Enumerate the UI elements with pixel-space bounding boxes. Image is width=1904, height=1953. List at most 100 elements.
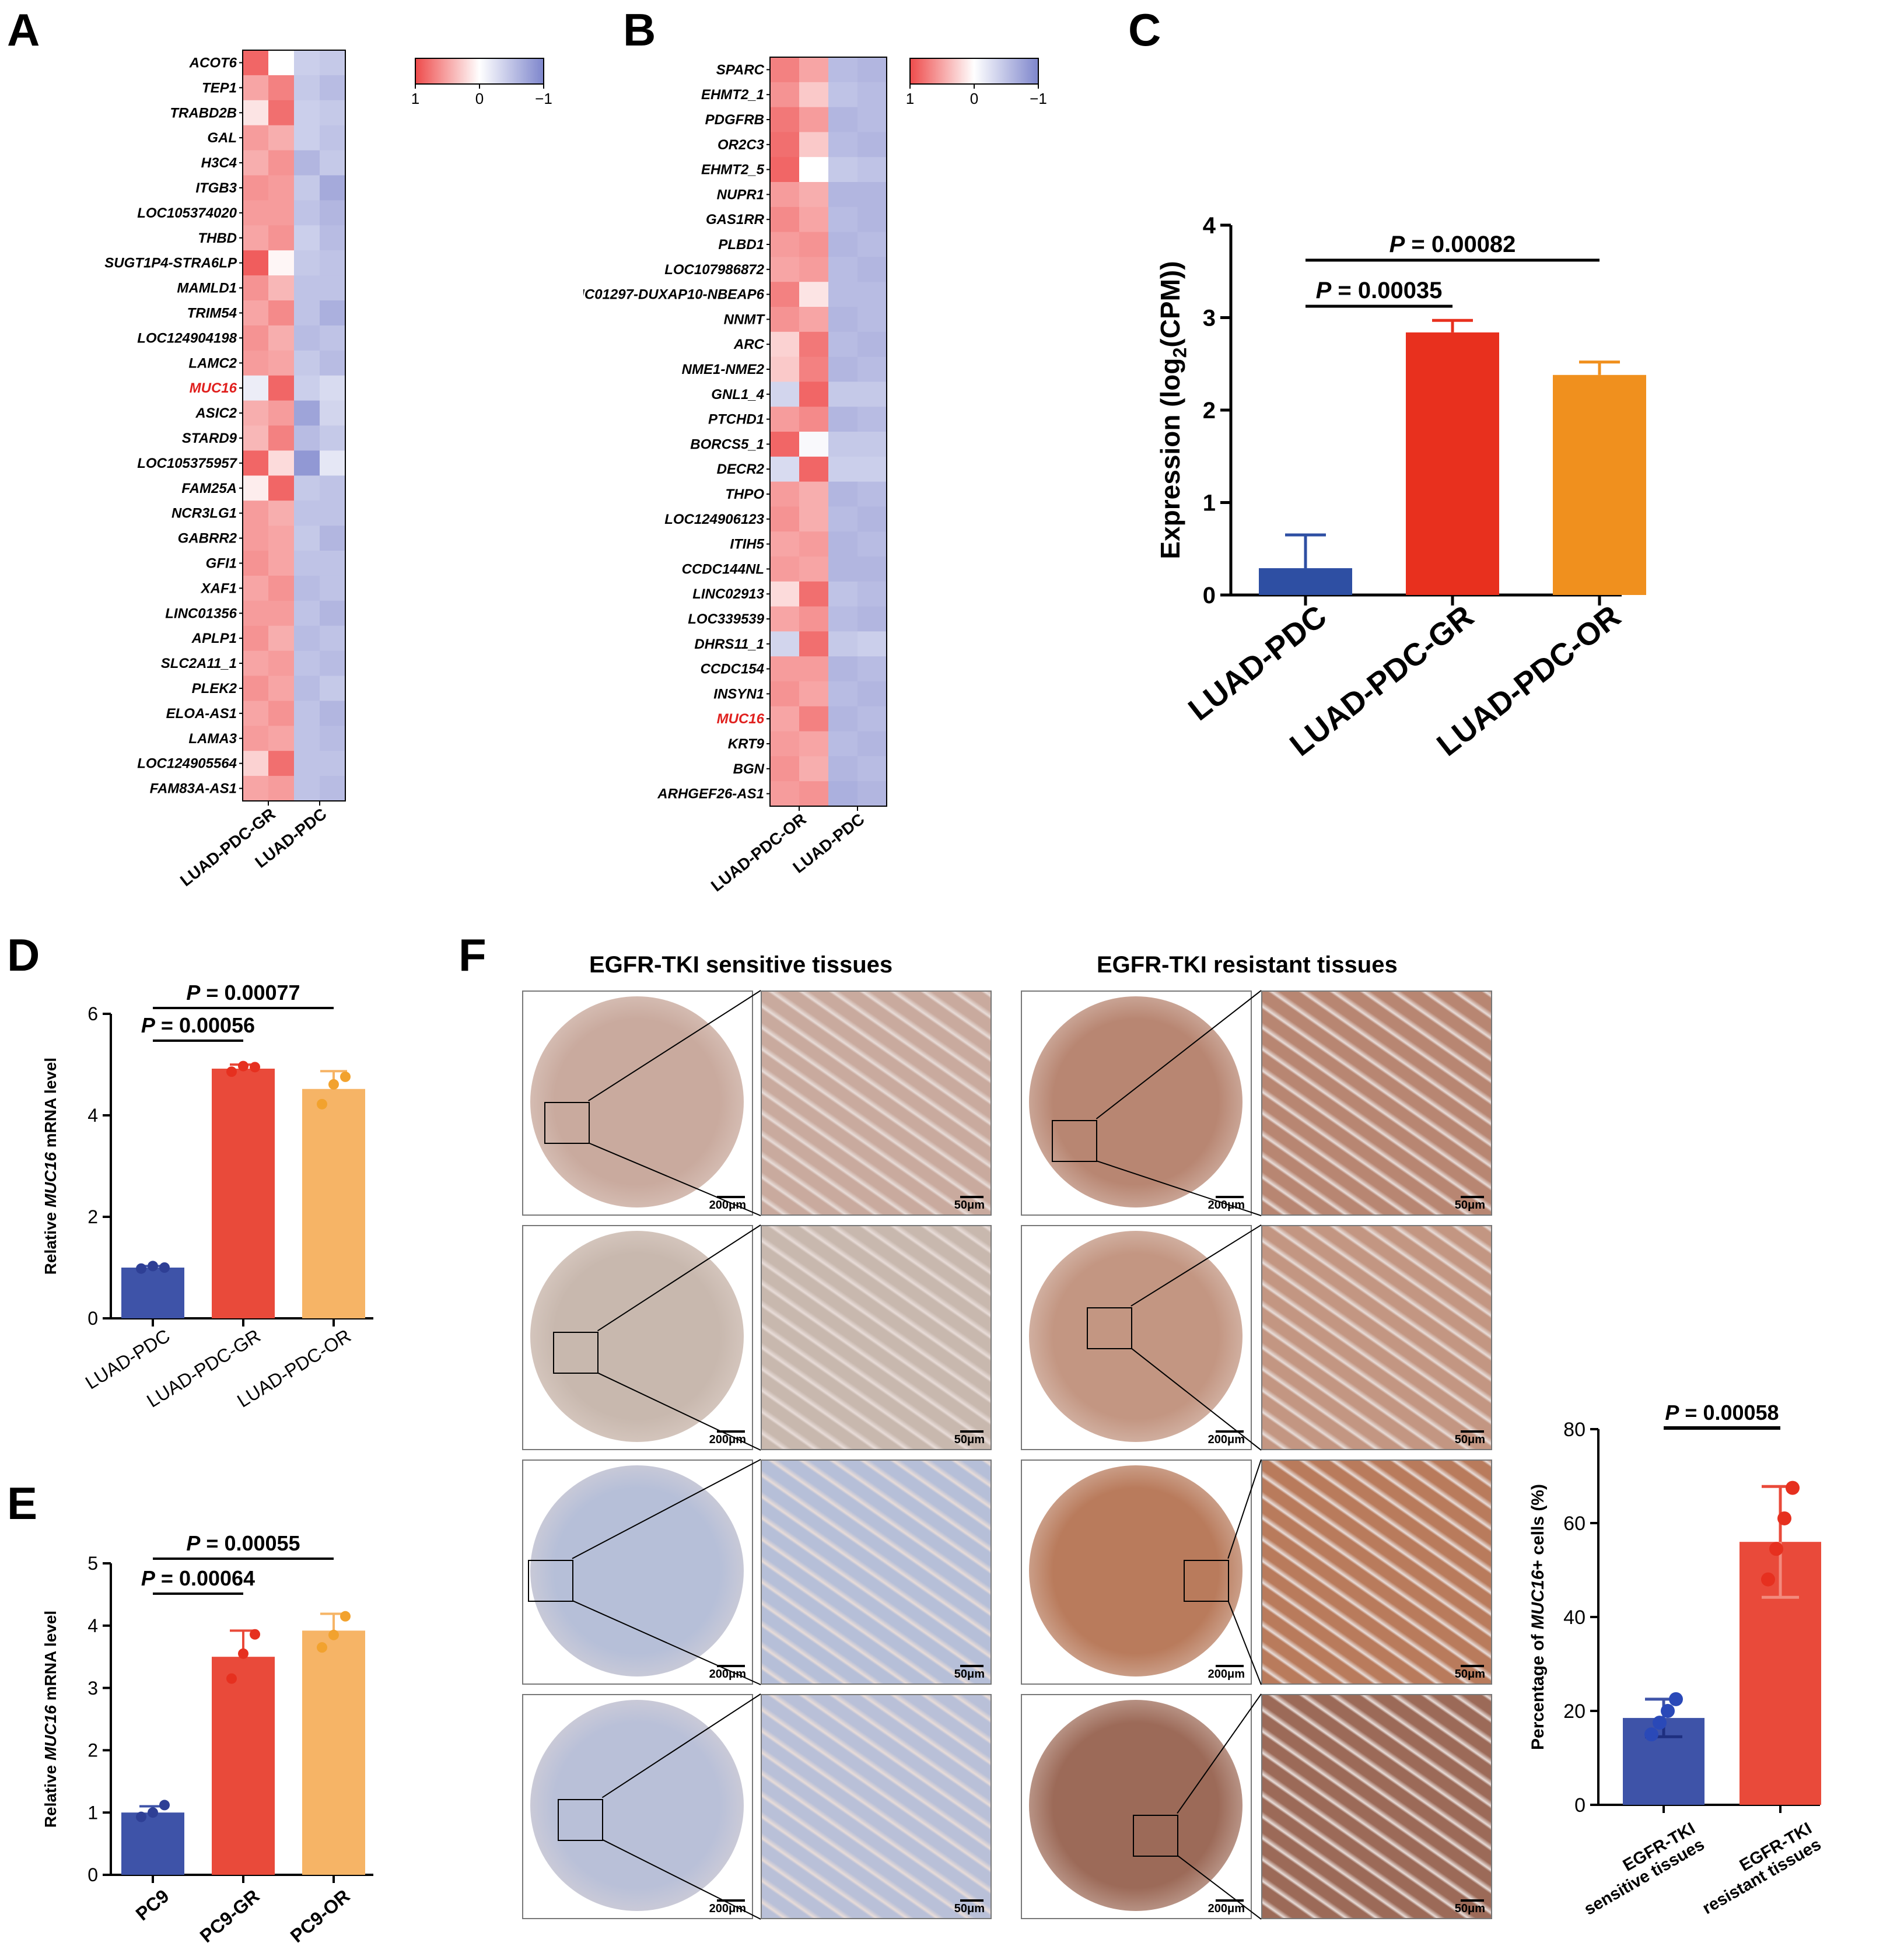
- heatmap-cell: [770, 282, 800, 307]
- heatmap-cell: [770, 107, 800, 132]
- heatmap-cell: [828, 382, 858, 407]
- heatmap-cell: [858, 556, 887, 582]
- heatmap-cell: [268, 650, 295, 676]
- heatmap-cell: [320, 250, 346, 276]
- colorbar-tick-label: −1: [1030, 90, 1047, 107]
- heatmap-cell: [828, 182, 858, 208]
- heatmap-row-label: H3C4: [201, 155, 237, 171]
- heatmap-border: [242, 50, 346, 802]
- heatmap-cell: [294, 100, 320, 126]
- heatmap-cell: [268, 200, 295, 226]
- heatmap-cell: [294, 200, 320, 226]
- y-tick-label: 2: [1203, 398, 1216, 424]
- heatmap-cell: [243, 325, 269, 351]
- colorbar-tick-label: 1: [906, 90, 914, 107]
- heatmap-cell: [243, 676, 269, 701]
- heatmap-cell: [320, 701, 346, 726]
- heatmap-cell: [828, 82, 858, 108]
- y-tick-label: 0: [88, 1308, 98, 1329]
- heatmap-cell: [320, 551, 346, 576]
- heatmap-cell: [320, 575, 346, 601]
- heatmap-cell: [320, 726, 346, 751]
- heatmap-cell: [294, 450, 320, 476]
- heatmap-row-label: FAM83A-AS1: [150, 781, 237, 797]
- bar: [121, 1268, 184, 1318]
- heatmap-cell: [799, 257, 829, 282]
- tissue-core: [1029, 1231, 1242, 1442]
- x-category-label: LUAD-PDC: [1182, 598, 1333, 727]
- scale-bar: [1216, 1665, 1244, 1667]
- heatmap-cell: [828, 681, 858, 707]
- heatmap-cell: [799, 731, 829, 757]
- heatmap-cell: [770, 781, 800, 807]
- heatmap-row-label: ASIC2: [195, 405, 237, 421]
- tissue-core: [1029, 996, 1242, 1208]
- heatmap-cell: [268, 150, 295, 176]
- heatmap-cell: [294, 350, 320, 376]
- scale-bar-label: 200μm: [709, 1668, 746, 1681]
- scale-bar: [960, 1665, 984, 1667]
- ihc-overview-image: 200μm: [522, 1460, 753, 1685]
- heatmap-row-label: LOC105374020: [137, 205, 237, 221]
- heatmap-cell: [243, 300, 269, 326]
- data-point: [136, 1263, 146, 1274]
- heatmap-cell: [243, 75, 269, 101]
- y-tick-label: 3: [88, 1678, 98, 1699]
- heatmap-cell: [828, 307, 858, 332]
- heatmap-row-label: SUGT1P4-STRA6LP: [104, 256, 237, 271]
- heatmap-row-label: ITIH5: [730, 537, 764, 552]
- scale-bar: [717, 1665, 745, 1667]
- heatmap-cell: [828, 631, 858, 657]
- heatmap-border: [769, 57, 887, 807]
- heatmap-row-label: TEP1: [202, 80, 237, 96]
- bar: [212, 1068, 275, 1318]
- heatmap-cell: [770, 531, 800, 557]
- heatmap-cell: [243, 100, 269, 126]
- scale-bar-label: 50μm: [954, 1902, 985, 1915]
- heatmap-cell: [320, 676, 346, 701]
- zoom-region-box: [527, 1559, 573, 1602]
- zoom-region-box: [544, 1102, 590, 1144]
- data-point: [1653, 1716, 1667, 1730]
- heatmap-cell: [243, 125, 269, 151]
- heatmap-cell: [799, 382, 829, 407]
- panel-letter-d: D: [7, 929, 40, 981]
- heatmap-row-label: OR2C3: [718, 137, 765, 153]
- heatmap-cell: [294, 375, 320, 401]
- ihc-zoom-image: 50μm: [761, 1694, 992, 1919]
- heatmap-cell: [243, 350, 269, 376]
- p-value-label: P = 0.00035: [1316, 278, 1443, 303]
- heatmap-cell: [268, 125, 295, 151]
- heatmap-row-label: GAS1RR: [706, 212, 765, 228]
- colorbar-tick-label: 0: [970, 90, 978, 107]
- heatmap-cell: [770, 706, 800, 732]
- scale-bar-label: 50μm: [1454, 1199, 1485, 1212]
- heatmap-cell: [799, 531, 829, 557]
- y-tick-label: 4: [88, 1105, 98, 1126]
- scale-bar: [1461, 1430, 1484, 1433]
- heatmap-cell: [828, 232, 858, 257]
- heatmap-cell: [770, 681, 800, 707]
- heatmap-cell: [770, 182, 800, 208]
- ihc-sensitive-title: EGFR-TKI sensitive tissues: [589, 952, 893, 978]
- heatmap-row-label: LINC01297-DUXAP10-NBEAP6: [583, 287, 765, 303]
- heatmap-cell: [770, 206, 800, 233]
- heatmap-cell: [770, 481, 800, 507]
- data-point: [226, 1673, 237, 1684]
- heatmap-cell: [858, 781, 887, 807]
- heatmap-cell: [828, 731, 858, 757]
- y-tick-label: 0: [1203, 583, 1216, 608]
- heatmap-row-label: DHRS11_1: [694, 636, 764, 652]
- heatmap-cell: [799, 331, 829, 358]
- heatmap-cell: [858, 481, 887, 507]
- scale-bar: [1216, 1430, 1244, 1433]
- heatmap-cell: [268, 600, 295, 626]
- data-point: [238, 1060, 249, 1072]
- heatmap-cell: [799, 157, 829, 183]
- heatmap-row-label: ARHGEF26-AS1: [657, 786, 764, 802]
- heatmap-cell: [858, 206, 887, 233]
- heatmap-cell: [268, 400, 295, 426]
- heatmap-cell: [268, 701, 295, 726]
- heatmap-cell: [268, 625, 295, 652]
